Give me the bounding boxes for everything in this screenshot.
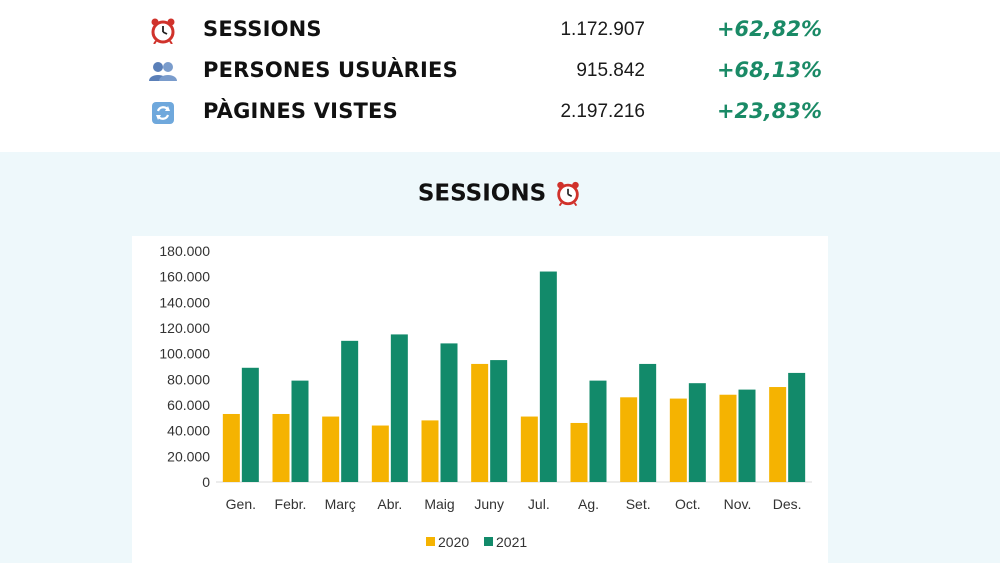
x-tick-label: Des. bbox=[773, 496, 802, 512]
x-tick-label: Abr. bbox=[377, 496, 402, 512]
stat-change: +62,82% bbox=[716, 17, 822, 41]
y-tick-label: 180.000 bbox=[159, 243, 210, 259]
refresh-icon bbox=[152, 102, 174, 124]
y-tick-label: 0 bbox=[202, 474, 210, 490]
x-tick-label: Ag. bbox=[578, 496, 599, 512]
y-tick-label: 140.000 bbox=[159, 294, 210, 310]
x-tick-label: Febr. bbox=[275, 496, 307, 512]
stat-change: +23,83% bbox=[716, 99, 822, 123]
y-tick-label: 120.000 bbox=[159, 320, 210, 336]
stat-value: 915.842 bbox=[576, 60, 645, 81]
bar-2021-8 bbox=[589, 380, 607, 482]
y-tick-label: 60.000 bbox=[167, 397, 210, 413]
bar-2020-11 bbox=[719, 394, 737, 482]
bar-2020-1 bbox=[222, 413, 240, 482]
y-tick-label: 100.000 bbox=[159, 346, 210, 362]
bar-2021-12 bbox=[788, 372, 806, 482]
chart-title-text: SESSIONS bbox=[417, 180, 547, 207]
bar-2020-7 bbox=[520, 416, 538, 482]
bar-2020-10 bbox=[669, 398, 687, 482]
bar-2020-6 bbox=[471, 363, 489, 482]
bar-2020-9 bbox=[620, 397, 638, 482]
stat-value: 2.197.216 bbox=[560, 101, 645, 122]
legend-label: 2021 bbox=[496, 534, 527, 550]
bar-2021-10 bbox=[688, 383, 706, 482]
bar-2021-9 bbox=[639, 363, 657, 482]
bar-2020-2 bbox=[272, 413, 290, 482]
legend-swatch-2020 bbox=[426, 537, 435, 546]
y-tick-label: 40.000 bbox=[167, 423, 210, 439]
y-tick-label: 80.000 bbox=[167, 371, 210, 387]
bar-2020-4 bbox=[371, 425, 389, 482]
y-tick-label: 160.000 bbox=[159, 269, 210, 285]
stat-value: 1.172.907 bbox=[560, 19, 645, 40]
bar-2021-7 bbox=[539, 271, 557, 482]
x-tick-label: Juny bbox=[474, 496, 504, 512]
x-tick-label: Maig bbox=[424, 496, 454, 512]
stat-row-pageviews: PÀGINES VISTES 2.197.216 +23,83% bbox=[0, 96, 1000, 130]
stats-panel: SESSIONS 1.172.907 +62,82% PERSONES USUÀ… bbox=[0, 0, 1000, 150]
bar-2021-5 bbox=[440, 343, 458, 482]
bar-2020-3 bbox=[322, 416, 340, 482]
x-tick-label: Març bbox=[325, 496, 356, 512]
x-tick-label: Nov. bbox=[724, 496, 752, 512]
chart-title: SESSIONS bbox=[0, 180, 1000, 207]
users-icon bbox=[149, 62, 177, 81]
stat-label: SESSIONS bbox=[203, 17, 322, 41]
legend-swatch-2021 bbox=[484, 537, 493, 546]
stat-change: +68,13% bbox=[716, 58, 822, 82]
stat-label: PERSONES USUÀRIES bbox=[203, 58, 458, 82]
x-tick-label: Oct. bbox=[675, 496, 701, 512]
x-tick-label: Jul. bbox=[528, 496, 550, 512]
alarm-clock-icon bbox=[151, 18, 175, 44]
chart-section: SESSIONS 0 20.000 40.000 60.000 80.000 100.00… bbox=[0, 152, 1000, 563]
x-tick-label: Set. bbox=[626, 496, 651, 512]
legend-label: 2020 bbox=[438, 534, 469, 550]
bar-2020-12 bbox=[769, 387, 787, 482]
stat-row-sessions: SESSIONS 1.172.907 +62,82% bbox=[0, 14, 1000, 48]
stat-label: PÀGINES VISTES bbox=[203, 99, 398, 123]
bar-2021-11 bbox=[738, 389, 756, 482]
bar-2021-2 bbox=[291, 380, 309, 482]
bar-2021-6 bbox=[490, 360, 508, 482]
y-tick-label: 20.000 bbox=[167, 448, 210, 464]
sessions-bar-chart: 0 20.000 40.000 60.000 80.000 100.000 120.000 1… bbox=[159, 243, 812, 550]
bar-2021-1 bbox=[241, 367, 259, 482]
x-tick-label: Gen. bbox=[226, 496, 256, 512]
stat-row-users: PERSONES USUÀRIES 915.842 +68,13% bbox=[0, 55, 1000, 89]
bar-2020-8 bbox=[570, 422, 588, 482]
bar-2021-4 bbox=[390, 334, 408, 482]
bar-2021-3 bbox=[341, 340, 359, 482]
bar-2020-5 bbox=[421, 420, 439, 482]
alarm-clock-icon bbox=[557, 181, 579, 207]
chart-box: 0 20.000 40.000 60.000 80.000 100.000 120.000 1… bbox=[132, 236, 828, 563]
